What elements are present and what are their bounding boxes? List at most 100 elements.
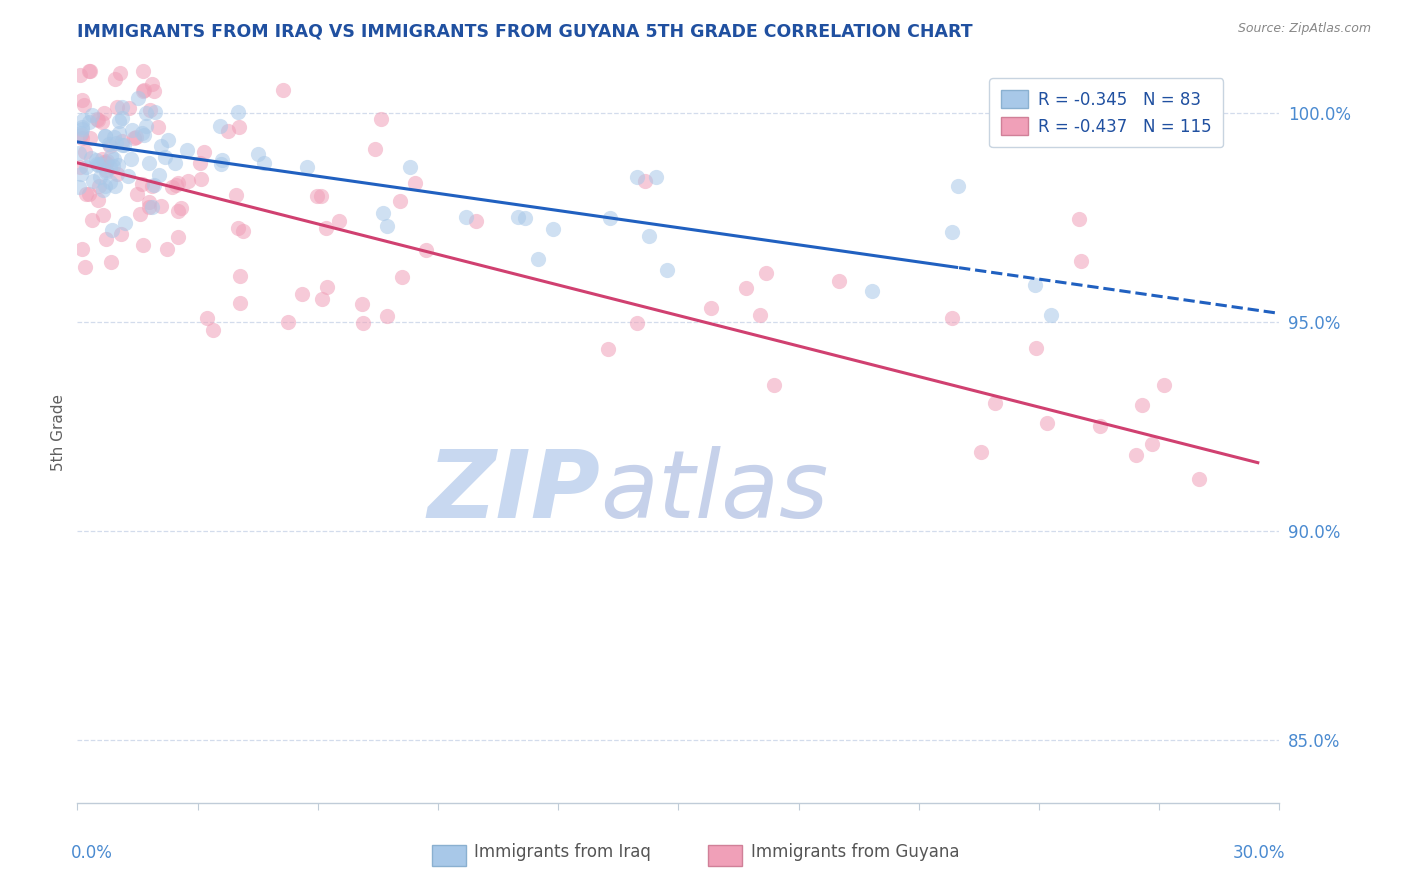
Point xyxy=(217,123,239,137)
Point xyxy=(94,232,117,246)
Point xyxy=(1040,308,1063,322)
Point xyxy=(1070,253,1092,268)
FancyBboxPatch shape xyxy=(709,845,742,866)
Point xyxy=(176,143,198,157)
Point xyxy=(103,152,125,166)
Point xyxy=(277,315,299,329)
Point xyxy=(141,200,163,214)
Text: IMMIGRANTS FROM IRAQ VS IMMIGRANTS FROM GUYANA 5TH GRADE CORRELATION CHART: IMMIGRANTS FROM IRAQ VS IMMIGRANTS FROM … xyxy=(77,22,973,40)
Point xyxy=(599,211,621,226)
Point xyxy=(634,174,657,188)
Point xyxy=(226,221,249,235)
Point xyxy=(645,169,668,184)
Point xyxy=(82,213,104,227)
Point xyxy=(211,153,233,167)
Point xyxy=(84,153,107,167)
Point xyxy=(93,183,115,197)
Point xyxy=(193,145,215,160)
Point xyxy=(70,93,93,107)
Point xyxy=(70,128,93,142)
Point xyxy=(87,179,110,194)
Point xyxy=(101,222,124,236)
Text: 0.0%: 0.0% xyxy=(72,844,114,862)
Point xyxy=(69,68,91,82)
Point xyxy=(208,119,231,133)
Point xyxy=(167,203,190,218)
Point xyxy=(89,170,111,185)
Point xyxy=(143,104,166,119)
Point xyxy=(104,178,127,193)
Point xyxy=(82,174,104,188)
Point xyxy=(70,243,93,257)
Point xyxy=(364,143,387,157)
Point xyxy=(67,180,90,194)
Point xyxy=(860,284,883,298)
Point xyxy=(169,201,191,215)
Point xyxy=(143,84,166,98)
Point xyxy=(135,120,157,134)
Point xyxy=(307,188,329,202)
Text: Immigrants from Guyana: Immigrants from Guyana xyxy=(751,844,959,862)
Point xyxy=(1067,211,1090,226)
Point xyxy=(1125,448,1147,462)
Point xyxy=(112,138,135,153)
Point xyxy=(763,378,786,392)
Point xyxy=(626,317,648,331)
Point xyxy=(132,84,155,98)
Point xyxy=(1088,419,1111,434)
Point xyxy=(146,120,169,134)
Point xyxy=(271,83,294,97)
Point xyxy=(941,225,963,239)
Point xyxy=(655,263,678,277)
Point xyxy=(131,126,153,140)
Point xyxy=(87,158,110,172)
Point xyxy=(1153,377,1175,392)
Point xyxy=(77,63,100,78)
Point xyxy=(983,396,1005,410)
Point xyxy=(188,156,211,170)
Point xyxy=(315,279,337,293)
Point xyxy=(229,295,252,310)
Point xyxy=(139,103,162,117)
Point xyxy=(156,242,179,256)
Point xyxy=(149,139,172,153)
Point xyxy=(138,195,160,210)
Point xyxy=(464,214,486,228)
Point xyxy=(70,126,93,140)
Point xyxy=(377,219,399,233)
Point xyxy=(129,207,152,221)
Point xyxy=(232,224,254,238)
Point xyxy=(190,172,212,186)
Point xyxy=(100,149,122,163)
Point xyxy=(111,134,134,148)
Point xyxy=(352,316,374,330)
Point xyxy=(91,208,114,222)
Point xyxy=(167,176,190,190)
Point xyxy=(114,216,136,230)
Point xyxy=(89,157,111,171)
Point xyxy=(86,193,108,207)
Point xyxy=(228,120,250,135)
Point xyxy=(86,157,108,171)
Point xyxy=(315,221,337,235)
Point xyxy=(1187,472,1209,486)
Point xyxy=(157,133,180,147)
Point xyxy=(105,167,128,181)
Point xyxy=(375,309,398,323)
Point xyxy=(67,145,90,160)
Point xyxy=(80,151,103,165)
Point xyxy=(328,214,350,228)
Point xyxy=(253,155,276,169)
Point xyxy=(98,175,121,189)
Point xyxy=(1036,417,1059,431)
Point xyxy=(75,145,97,160)
Point xyxy=(138,155,160,169)
Point xyxy=(107,158,129,172)
Point xyxy=(246,147,269,161)
Point xyxy=(93,128,115,143)
Point xyxy=(98,160,121,174)
Point xyxy=(828,274,851,288)
Point xyxy=(201,323,224,337)
Point xyxy=(69,167,91,181)
Point xyxy=(1025,341,1047,355)
